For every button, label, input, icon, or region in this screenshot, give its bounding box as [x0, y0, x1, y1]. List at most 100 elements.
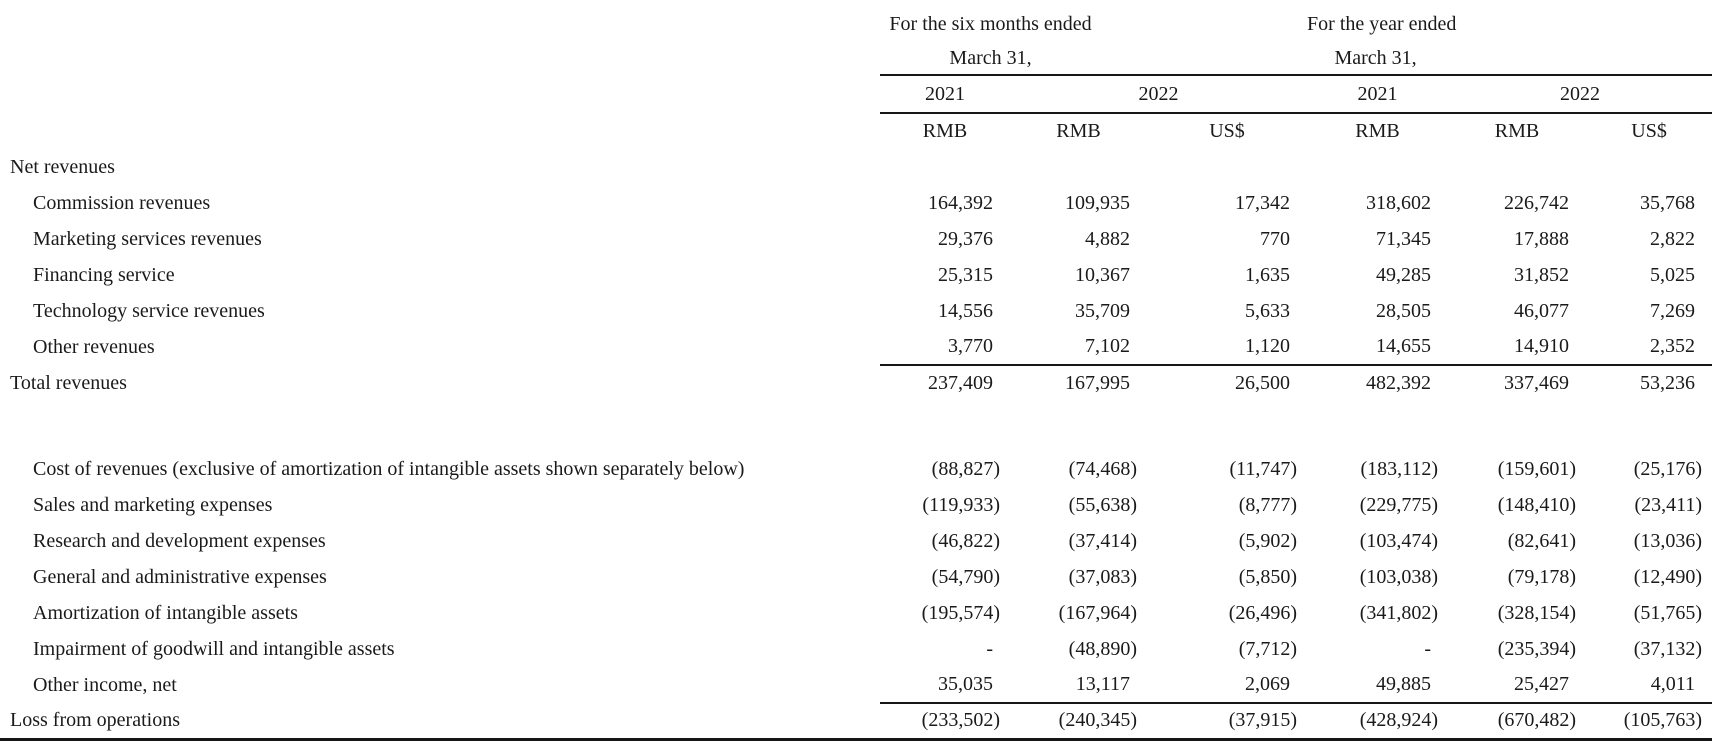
col-group-date-year: March 31,: [1307, 42, 1713, 76]
row-label: Research and development expenses: [33, 529, 326, 552]
value-cell: (54,790): [931, 565, 1000, 588]
value-cell: (48,890): [1068, 637, 1137, 660]
value-cell: (25,176): [1633, 457, 1703, 480]
value-cell: [1147, 149, 1307, 185]
year-header-2021-six-months: 2021: [880, 75, 1010, 114]
value-cell: (105,763): [1586, 703, 1713, 741]
row-label: General and administrative expenses: [33, 565, 327, 588]
value-cell: 7,269: [1650, 299, 1696, 322]
value-cell: (13,036): [1633, 529, 1703, 552]
value-cell: 35,035: [880, 667, 1010, 704]
value-cell: 13,117: [1010, 667, 1147, 704]
value-cell: (195,574): [921, 601, 1000, 624]
value-cell: 4,882: [1085, 227, 1130, 250]
value-cell: (341,802): [1359, 601, 1439, 624]
currency-header: RMB: [1355, 120, 1400, 142]
value-cell: (167,964): [1058, 601, 1137, 624]
value-cell: (235,394): [1497, 637, 1577, 660]
value-cell: 5,633: [1245, 299, 1291, 322]
value-cell: [1586, 149, 1712, 185]
value-cell: 35,768: [1640, 191, 1696, 214]
table-row-commission-revenues: Commission revenues 164,392 109,935 17,3…: [0, 185, 1712, 221]
value-cell: [1448, 149, 1586, 185]
table-row-loss-from-operations: Loss from operations (233,502) (240,345)…: [0, 703, 1713, 741]
table-row-general-and-administrative-expenses: General and administrative expenses (54,…: [0, 559, 1712, 595]
value-cell: 25,315: [938, 263, 993, 286]
row-label: Other revenues: [33, 335, 155, 358]
value-cell: 49,285: [1376, 263, 1432, 286]
currency-header: RMB: [1494, 120, 1540, 142]
value-cell: 2,822: [1650, 227, 1696, 250]
value-cell: 109,935: [1065, 191, 1130, 214]
value-cell: 167,995: [1065, 372, 1130, 394]
value-cell: 29,376: [938, 227, 993, 250]
value-cell: [1307, 149, 1448, 185]
table-row-other-revenues: Other revenues 3,770 7,102 1,120 14,655 …: [0, 329, 1713, 366]
value-cell: 337,469: [1504, 372, 1570, 394]
value-cell: 318,602: [1366, 191, 1432, 214]
row-label: Net revenues: [10, 155, 115, 178]
value-cell: (5,902): [1238, 529, 1298, 552]
value-cell: [880, 149, 1010, 185]
value-cell: 35,709: [1075, 299, 1130, 322]
table-row-marketing-services-revenues: Marketing services revenues 29,376 4,882…: [0, 221, 1712, 257]
row-label: Technology service revenues: [33, 299, 265, 322]
value-cell: (37,915): [1147, 703, 1308, 741]
value-cell: 14,910: [1448, 329, 1587, 366]
row-label: Cost of revenues (exclusive of amortizat…: [33, 457, 745, 480]
value-cell: (37,132): [1633, 637, 1703, 660]
value-cell: (103,474): [1359, 529, 1439, 552]
value-cell: 17,342: [1235, 191, 1291, 214]
row-label: Financing service: [33, 263, 175, 286]
value-cell: 71,345: [1376, 227, 1432, 250]
year-header-2022-year: 2022: [1448, 75, 1713, 114]
value-cell: 49,885: [1307, 667, 1449, 704]
value-cell: (328,154): [1497, 601, 1577, 624]
table-row-amortization-of-intangible-assets: Amortization of intangible assets (195,5…: [0, 595, 1712, 631]
spacer-row: [0, 401, 1712, 451]
value-cell: 4,011: [1586, 667, 1713, 704]
row-label: Impairment of goodwill and intangible as…: [33, 637, 395, 660]
value-cell: 10,367: [1075, 263, 1130, 286]
row-label: Commission revenues: [33, 191, 211, 214]
value-cell: 1,120: [1147, 329, 1308, 366]
row-label: Other income, net: [33, 673, 177, 696]
income-statement-table: For the six months ended For the year en…: [0, 6, 1713, 741]
column-group-date-row: March 31, March 31,: [0, 42, 1713, 76]
column-group-title-row: For the six months ended For the year en…: [0, 6, 1712, 42]
table-row-cost-of-revenues: Cost of revenues (exclusive of amortizat…: [0, 451, 1712, 487]
value-cell: -: [1424, 637, 1432, 660]
table-row-net-revenues: Net revenues: [0, 149, 1712, 185]
row-label: Total revenues: [10, 371, 127, 394]
value-cell: (233,502): [880, 703, 1010, 741]
year-header-row: 2021 2022 2021 2022: [0, 75, 1713, 114]
value-cell: (12,490): [1633, 565, 1703, 588]
value-cell: 53,236: [1640, 372, 1696, 394]
value-cell: (5,850): [1238, 565, 1298, 588]
value-cell: 237,409: [928, 372, 993, 394]
header-spacer: [0, 6, 880, 42]
value-cell: (103,038): [1359, 565, 1439, 588]
value-cell: (183,112): [1360, 457, 1439, 480]
header-spacer: [0, 42, 880, 75]
value-cell: (88,827): [931, 457, 1000, 480]
value-cell: (7,712): [1238, 637, 1298, 660]
row-label: Sales and marketing expenses: [33, 493, 273, 516]
year-header-2022-six-months: 2022: [1010, 75, 1308, 114]
value-cell: (670,482): [1448, 703, 1587, 741]
value-cell: (229,775): [1359, 493, 1439, 516]
currency-header-row: RMB RMB US$ RMB RMB US$: [0, 113, 1712, 149]
value-cell: 14,556: [938, 299, 993, 322]
value-cell: (240,345): [1010, 703, 1147, 741]
value-cell: (428,924): [1307, 703, 1449, 741]
table-row-financing-service: Financing service 25,315 10,367 1,635 49…: [0, 257, 1712, 293]
table-row-other-income-net: Other income, net 35,035 13,117 2,069 49…: [0, 667, 1713, 704]
value-cell: (11,747): [1229, 457, 1298, 480]
value-cell: (148,410): [1497, 493, 1577, 516]
value-cell: 46,077: [1514, 299, 1570, 322]
year-header-2021-year: 2021: [1307, 75, 1449, 114]
currency-header: US$: [1631, 120, 1667, 142]
value-cell: 770: [1260, 227, 1291, 250]
value-cell: 26,500: [1235, 372, 1291, 394]
value-cell: 2,352: [1586, 329, 1713, 366]
